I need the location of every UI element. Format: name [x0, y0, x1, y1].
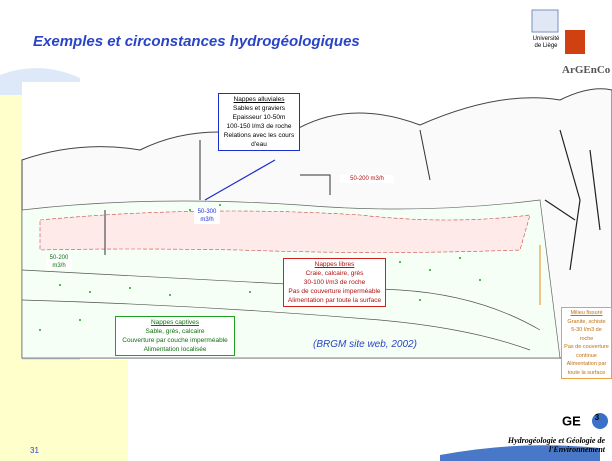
box-text: Alimentation par toute la surface [286, 296, 383, 305]
flow-label: 50-200 m3/h [46, 254, 72, 270]
logo-shield [565, 30, 585, 54]
box-text: Milieu fissuré [564, 309, 609, 318]
yellow-band [0, 95, 22, 395]
box-text: Granite, schiste [564, 318, 609, 327]
flow-label: 50-200 m3/h [340, 175, 394, 183]
logo-text: GE [562, 413, 581, 428]
logo-caption: Hydrogéologie et Géologie de l'Environne… [455, 436, 605, 454]
page-number: 31 [30, 446, 39, 455]
box-text: Nappes captives [118, 318, 232, 327]
box-text: Sable, grès, calcaire [118, 327, 232, 336]
box-text: 5-30 l/m3 de roche [564, 326, 609, 343]
box-text: Nappes libres [286, 260, 383, 269]
box-text: Sables et graviers [221, 104, 297, 113]
logo-text: de Liège [528, 43, 564, 50]
box-text: Alimentation par toute la surface [564, 360, 609, 377]
box-text: Nappes alluviales [221, 95, 297, 104]
box-text: 100-150 l/m3 de roche [221, 122, 297, 131]
box-text: Couverture par couche imperméable [118, 336, 232, 345]
box-text: Craie, calcaire, grès [286, 269, 383, 278]
box-text: Epaisseur 10-50m [221, 113, 297, 122]
logo-box [532, 10, 558, 32]
logo-text: 3 [595, 413, 599, 422]
logo-geo: GE 3 [562, 413, 599, 428]
box-text: Relations avec les cours d'eau [221, 131, 297, 149]
flow-label: 50-300 m3/h [194, 208, 220, 224]
box-text: Pas de couverture continue [564, 343, 609, 360]
box-text: Pas de couverture imperméable [286, 287, 383, 296]
slide: Exemples et circonstances hydrogéologiqu… [0, 0, 612, 461]
background [0, 0, 612, 461]
citation: (BRGM site web, 2002) [313, 339, 417, 350]
title: Exemples et circonstances hydrogéologiqu… [33, 33, 360, 50]
box-text: Alimentation localisée [118, 345, 232, 354]
logo-department: ArGEnCo [562, 64, 610, 76]
logo-text: Université [528, 36, 564, 43]
box-text: 30-100 l/m3 de roche [286, 278, 383, 287]
